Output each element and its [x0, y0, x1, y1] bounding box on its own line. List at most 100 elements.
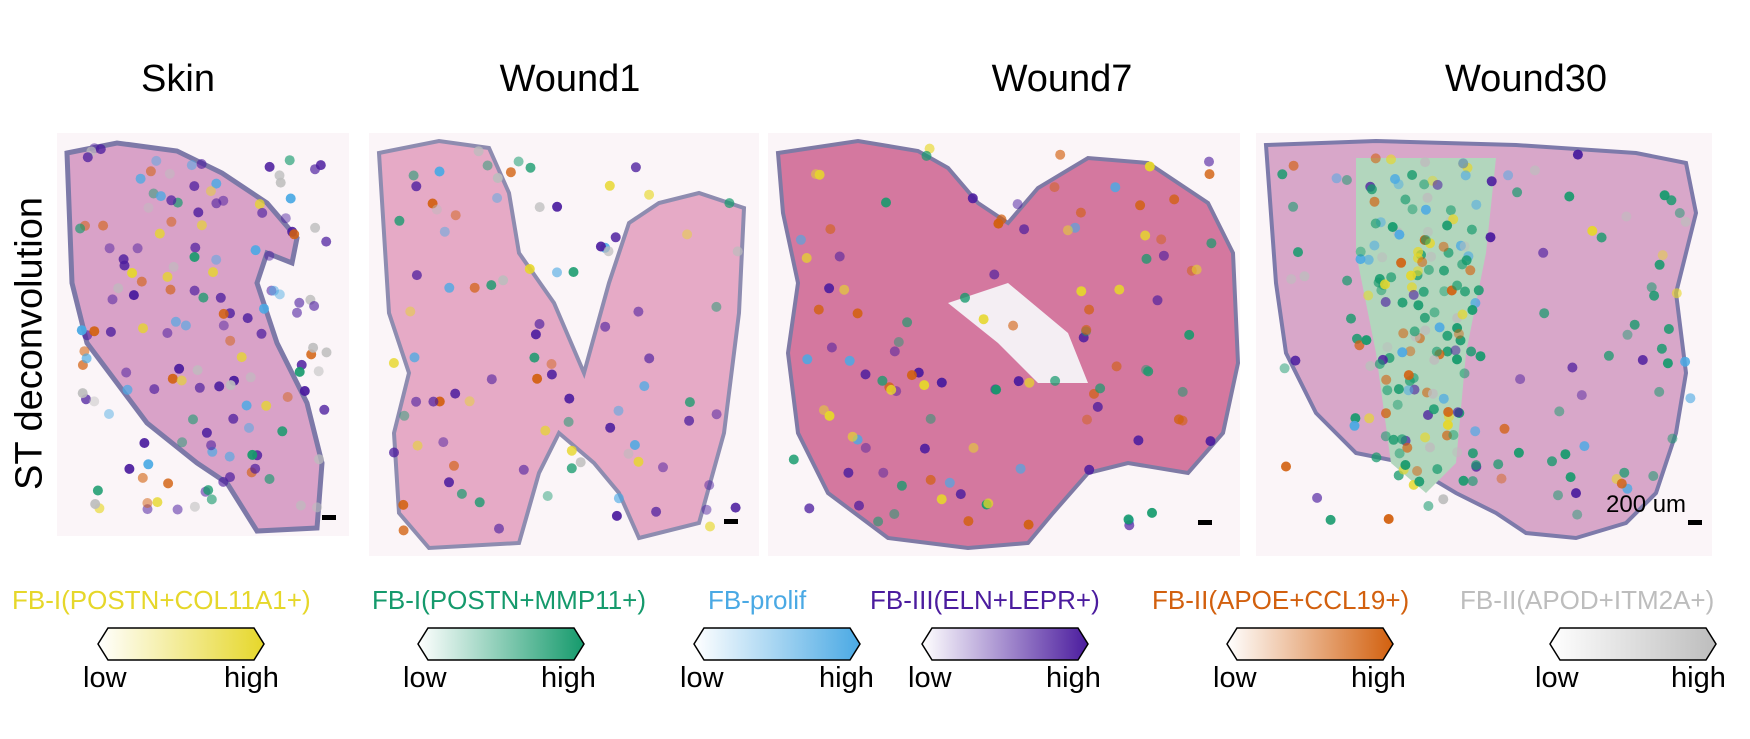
spot: [1654, 386, 1665, 397]
spot: [1386, 272, 1397, 283]
spot: [989, 269, 1000, 280]
spot: [1420, 235, 1431, 245]
spot: [860, 442, 871, 453]
spot: [405, 306, 416, 317]
spot: [1466, 346, 1477, 357]
spot: [1663, 324, 1674, 334]
spot: [1387, 222, 1398, 232]
spot: [881, 197, 891, 208]
spot: [824, 410, 835, 421]
spot: [1288, 201, 1299, 212]
spot: [902, 317, 913, 328]
spot: [1587, 225, 1598, 236]
spot: [206, 494, 217, 505]
spot: [633, 456, 644, 467]
spot: [730, 502, 741, 513]
spot: [564, 393, 575, 404]
spot: [399, 410, 410, 421]
spot: [172, 504, 183, 515]
spot: [1205, 436, 1216, 447]
spot: [1567, 362, 1578, 373]
spot: [1396, 257, 1407, 268]
legend-bar-1: [96, 624, 266, 664]
spot: [274, 170, 285, 181]
spot: [189, 285, 200, 296]
spot: [1470, 426, 1481, 437]
spot: [1423, 264, 1434, 275]
spot: [1616, 478, 1627, 489]
spot: [259, 303, 269, 314]
spot: [1152, 295, 1163, 306]
spot: [1293, 247, 1303, 258]
spot: [1576, 390, 1587, 401]
spot: [1513, 447, 1524, 458]
spot: [1288, 160, 1299, 171]
spot: [1485, 232, 1496, 243]
spot: [991, 384, 1002, 395]
spot: [886, 384, 897, 395]
spot: [575, 457, 586, 468]
spot: [1420, 432, 1431, 443]
spot: [321, 347, 332, 358]
spot: [1442, 220, 1453, 231]
spot: [1423, 501, 1434, 511]
spot: [142, 498, 153, 508]
spot: [629, 440, 640, 450]
spot: [1603, 350, 1614, 361]
spot: [1445, 205, 1456, 216]
spot: [1371, 452, 1382, 463]
spot: [308, 342, 319, 353]
spot: [1452, 407, 1463, 418]
spot: [925, 474, 936, 485]
spot: [196, 159, 207, 169]
spot: [1407, 204, 1418, 215]
panel-title-wound7: Wound7: [991, 58, 1133, 100]
spot: [105, 326, 116, 337]
spot: [1503, 170, 1514, 181]
spot: [1565, 472, 1576, 483]
spot: [1439, 265, 1449, 276]
spot: [128, 290, 139, 301]
spot: [1621, 211, 1632, 222]
spot: [1050, 375, 1061, 386]
spot: [1442, 430, 1452, 441]
spot: [839, 284, 850, 295]
spot: [218, 320, 229, 331]
spot: [474, 497, 485, 508]
spot: [704, 480, 715, 491]
spot: [843, 467, 854, 478]
spot: [1452, 323, 1463, 333]
spot: [166, 195, 177, 206]
spot: [1412, 266, 1423, 277]
spot: [613, 405, 624, 416]
spot: [132, 243, 143, 254]
spot: [411, 396, 422, 407]
spot: [1547, 456, 1557, 467]
spot: [1529, 165, 1540, 176]
spot: [1281, 461, 1291, 472]
spot: [921, 150, 932, 161]
spot: [1425, 442, 1435, 453]
spot: [1383, 514, 1394, 524]
spot: [968, 442, 979, 453]
spot: [1184, 329, 1195, 340]
spot: [896, 480, 907, 491]
spot: [1019, 224, 1030, 235]
spot: [198, 292, 209, 303]
spot: [1349, 420, 1360, 431]
spot: [1397, 347, 1408, 358]
tissue-image-wound30: 200 um: [1256, 133, 1712, 556]
spot: [434, 166, 445, 177]
spot: [444, 477, 454, 488]
spot: [852, 308, 863, 319]
spot: [137, 472, 148, 483]
spot: [411, 181, 422, 192]
spot: [1114, 284, 1125, 295]
spot: [1095, 383, 1106, 394]
spot: [139, 438, 150, 448]
spot: [289, 229, 300, 240]
spot: [936, 494, 947, 505]
legend-low-4: low: [908, 662, 952, 694]
spot: [600, 321, 611, 332]
spot: [844, 355, 855, 366]
